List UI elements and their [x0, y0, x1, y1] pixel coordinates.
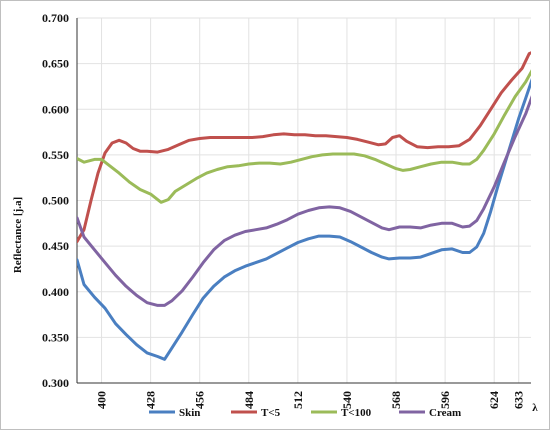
- legend-label-t-100: T<100: [341, 407, 372, 419]
- y-tick-label: 0.350: [42, 330, 69, 344]
- x-tick-label: 540: [340, 391, 354, 409]
- legend-label-t-5: T<5: [261, 407, 281, 419]
- series-line-t-5: [77, 51, 531, 244]
- x-tick-label: 633: [512, 391, 526, 409]
- y-tick-label: 0.650: [42, 57, 69, 71]
- y-tick-label: 0.450: [42, 239, 69, 253]
- x-tick-labels: 400 428 456 484 512 540 568 596 624 633: [95, 391, 526, 409]
- axes-layer: [76, 18, 531, 384]
- y-tick-label: 0.700: [42, 11, 69, 25]
- legend-label-cream: Cream: [429, 407, 461, 419]
- y-tick-label: 0.550: [42, 148, 69, 162]
- x-tick-label: 568: [389, 391, 403, 409]
- x-tick-label: 484: [242, 391, 256, 409]
- legend: Skin T<5 T<100 Cream: [149, 407, 461, 419]
- y-tick-label: 0.300: [42, 376, 69, 390]
- series-line-cream: [77, 95, 531, 307]
- x-axis-title: λ: [532, 402, 538, 414]
- y-tick-label: 0.500: [42, 194, 69, 208]
- series-line-t-100: [77, 69, 531, 204]
- y-tick-labels: 0.300 0.350 0.400 0.450 0.500 0.550 0.600 0.650…: [42, 11, 69, 390]
- series-layer: [77, 51, 531, 361]
- x-tick-label: 512: [291, 391, 305, 409]
- grid-layer: [77, 17, 531, 384]
- x-tick-label: 456: [193, 391, 207, 409]
- series-line-skin: [77, 77, 531, 361]
- y-tick-label: 0.600: [42, 102, 69, 116]
- legend-label-skin: Skin: [179, 407, 200, 419]
- x-tick-label: 596: [438, 391, 452, 409]
- y-tick-label: 0.400: [42, 285, 69, 299]
- x-tick-label: 624: [487, 391, 501, 409]
- x-tick-label: 400: [95, 391, 109, 409]
- y-axis-title: Reflectance [j.a]: [12, 197, 24, 273]
- x-tick-label: 428: [144, 391, 158, 409]
